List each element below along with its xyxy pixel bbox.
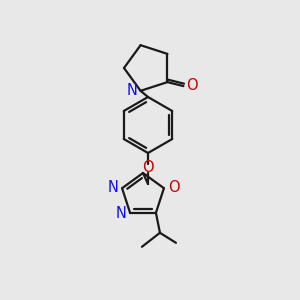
Text: O: O (168, 180, 179, 195)
Text: N: N (107, 180, 118, 195)
Text: N: N (127, 83, 138, 98)
Text: O: O (142, 160, 154, 175)
Text: N: N (115, 206, 126, 221)
Text: O: O (186, 78, 198, 93)
